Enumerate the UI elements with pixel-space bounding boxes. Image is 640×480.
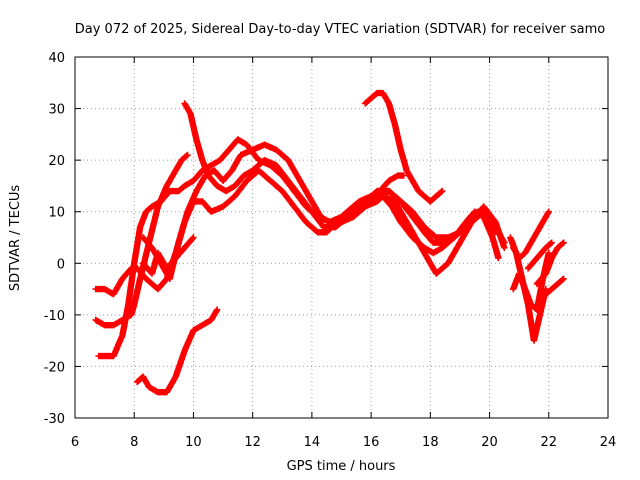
series-markers [524,239,555,272]
series-markers [542,275,567,298]
series-track-m [542,275,567,298]
y-tick-label: 40 [48,51,65,66]
series-track-i [367,172,407,200]
axis-ticks: 6 8 10 12 14 16 18 20 22 24 -30 -20 -10 0 10 20 30 40 [44,51,617,450]
x-tick-label: 20 [481,435,498,450]
series-markers [92,151,191,329]
x-tick-label: 12 [244,435,261,450]
series-markers [510,208,552,262]
series-track-b [92,151,191,329]
series-track-f [139,141,499,282]
grid [75,57,608,418]
x-tick-label: 22 [541,435,558,450]
y-tick-label: -20 [44,360,65,375]
series-markers [533,239,567,288]
series-markers [139,141,499,282]
series-track-n [533,239,567,288]
series-track-d [134,306,221,396]
y-tick-label: 20 [48,154,65,169]
y-tick-label: -10 [44,309,65,324]
plot-frame [74,56,609,419]
series-markers [181,100,508,277]
series-track-l [510,208,552,262]
y-tick-label: -30 [44,412,65,427]
series-markers [362,89,446,205]
data-series [92,89,567,396]
y-tick-label: 30 [48,103,65,118]
x-tick-label: 24 [600,435,617,450]
x-tick-label: 6 [71,435,79,450]
x-tick-label: 10 [185,435,202,450]
y-axis-label: SDTVAR / TECUs [8,185,23,292]
x-tick-label: 14 [304,435,321,450]
y-tick-label: 10 [48,206,65,221]
x-tick-label: 18 [422,435,439,450]
x-tick-label: 8 [130,435,138,450]
chart-title: Day 072 of 2025, Sidereal Day-to-day VTE… [75,22,606,37]
y-tick-label: 0 [57,257,65,272]
x-axis-label: GPS time / hours [287,459,396,474]
series-markers [367,172,407,200]
series-track-o [524,239,555,272]
series-track-h [362,89,446,205]
series-markers [134,306,221,396]
x-tick-label: 16 [363,435,380,450]
series-track-g [181,100,508,277]
